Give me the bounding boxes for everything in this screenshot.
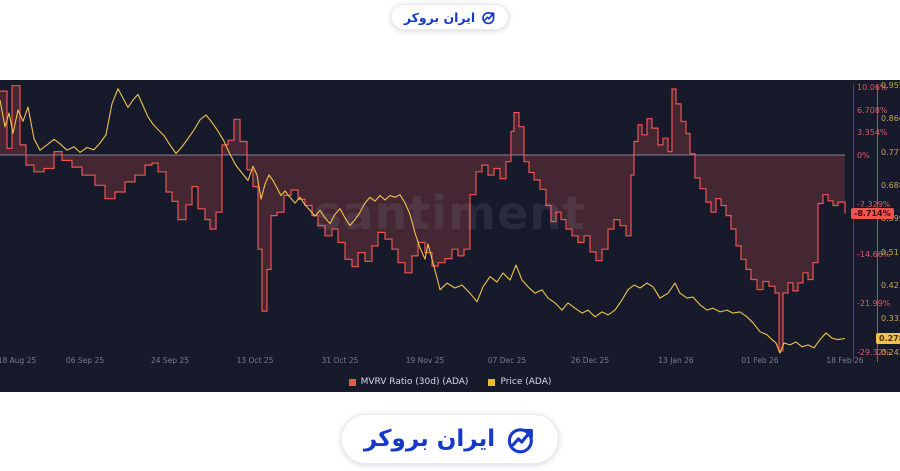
percent-tick-label: 6.708% xyxy=(857,105,888,115)
mvrv-area-fill xyxy=(0,85,845,351)
chart-panel[interactable]: santiment 10.06%6.708%3.354%0%-7.329%-14… xyxy=(0,80,900,392)
percent-tick-label: -7.329% xyxy=(857,200,891,210)
legend-item[interactable]: Price (ADA) xyxy=(488,377,551,387)
legend: MVRV Ratio (30d) (ADA) Price (ADA) xyxy=(0,377,900,387)
top-brand-badge: ایران بروکر xyxy=(390,4,510,30)
price-tick-label: 0.421 xyxy=(881,280,900,290)
x-tick-label: 26 Dec 25 xyxy=(570,356,610,365)
mvrv-current-value-badge: -8.714% xyxy=(851,208,894,220)
price-line[interactable] xyxy=(0,88,846,354)
percent-tick-label: 3.354% xyxy=(857,128,888,138)
x-tick-label: 13 Oct 25 xyxy=(236,356,274,365)
bottom-brand-badge: ایران بروکر xyxy=(340,414,560,464)
x-tick-label: 18 Feb 26 xyxy=(826,356,864,365)
x-tick-label: 19 Nov 25 xyxy=(405,356,445,365)
x-tick-label: 07 Dec 25 xyxy=(487,356,527,365)
percent-tick-label: -21.99% xyxy=(857,298,891,308)
x-tick-label: 06 Sep 25 xyxy=(66,356,104,365)
price-tick-label: 0.866 xyxy=(881,114,900,124)
percent-tick-label: 0% xyxy=(857,151,870,160)
x-tick-label: 01 Feb 26 xyxy=(741,356,779,365)
price-current-value-badge: 0.278 xyxy=(876,333,900,345)
top-brand-name: ایران بروکر xyxy=(403,9,476,25)
legend-item[interactable]: MVRV Ratio (30d) (ADA) xyxy=(348,377,469,387)
plot-svg[interactable] xyxy=(0,80,900,392)
price-tick-label: 0.688 xyxy=(881,180,900,190)
bottom-brand-name: ایران بروکر xyxy=(363,426,496,452)
x-tick-label: 13 Jan 26 xyxy=(658,356,694,365)
percent-tick-label: -14.66% xyxy=(857,249,891,259)
legend-label: Price (ADA) xyxy=(500,377,552,387)
percent-tick-label: -29.32% xyxy=(857,348,891,358)
legend-label: MVRV Ratio (30d) (ADA) xyxy=(360,377,469,387)
price-tick-label: 0.777 xyxy=(881,147,900,157)
mvrv-step-line[interactable] xyxy=(0,85,846,352)
brand-trending-up-icon xyxy=(482,11,495,24)
legend-swatch-icon xyxy=(488,378,496,386)
x-tick-label: 24 Sep 25 xyxy=(151,356,189,365)
price-tick-label: 0.332 xyxy=(881,314,900,324)
price-tick-label: 0.955 xyxy=(881,81,900,90)
legend-swatch-icon xyxy=(348,378,356,386)
price-tick-label: 0.242 xyxy=(881,347,900,357)
price-tick-label: 0.51 xyxy=(881,247,899,257)
percent-tick-label: 10.06% xyxy=(857,83,888,93)
x-tick-label: 31 Oct 25 xyxy=(321,356,359,365)
brand-trending-up-icon xyxy=(508,427,534,453)
x-tick-label: 18 Aug 25 xyxy=(0,356,37,365)
